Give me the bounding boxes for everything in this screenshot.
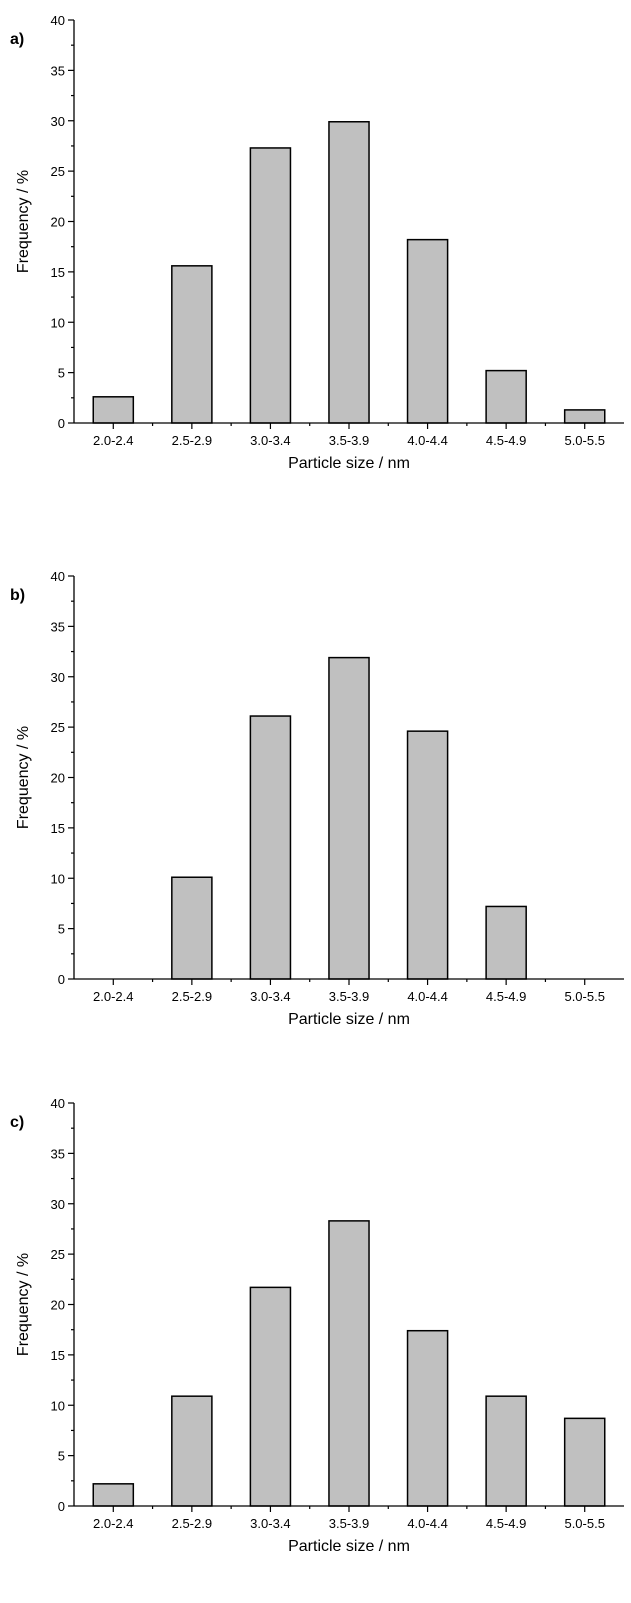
x-tick-label: 4.0-4.4 <box>407 989 447 1004</box>
y-tick-label: 40 <box>51 13 65 28</box>
bar-4.5-4.9 <box>485 905 527 980</box>
x-tick-label: 5.0-5.5 <box>564 1516 604 1531</box>
x-tick-label: 2.0-2.4 <box>93 1516 133 1531</box>
x-tick-label: 5.0-5.5 <box>564 433 604 448</box>
bar-3.0-3.4 <box>249 715 292 980</box>
bar-3.5-3.9 <box>328 121 370 424</box>
bar-2.5-2.9 <box>171 876 213 980</box>
y-tick-label: 20 <box>51 1298 65 1313</box>
x-axis-title: Particle size / nm <box>288 1011 410 1028</box>
chart-c-svg: c) 0 5 10 15 20 25 30 35 40 2.0-2.4 2.5-2.9 3.0-3.4 3… <box>10 1096 624 1555</box>
y-tick-label: 0 <box>58 416 65 431</box>
bar-3.0-3.4 <box>249 147 292 424</box>
x-tick-label: 4.5-4.9 <box>486 433 526 448</box>
bar-3.0-3.4 <box>249 1286 292 1507</box>
bar-4.5-4.9 <box>485 1395 527 1507</box>
bar-4.0-4.4 <box>406 238 449 424</box>
y-tick-label: 35 <box>51 63 65 78</box>
bar-4.0-4.4 <box>406 730 449 980</box>
bar-2.5-2.9 <box>171 1395 213 1507</box>
chart-a-svg: a) 0 5 10 15 20 25 30 35 40 2.0-2.4 2.5-2.9 3.0-3.4 3… <box>10 13 624 472</box>
y-tick-label: 30 <box>51 670 65 685</box>
x-tick-label: 3.0-3.4 <box>250 433 290 448</box>
x-tick-label: 2.0-2.4 <box>93 989 133 1004</box>
panel-label: a) <box>10 31 24 48</box>
bar-5.0-5.5 <box>563 409 606 424</box>
bar-3.5-3.9 <box>328 656 370 980</box>
y-tick-label: 40 <box>51 569 65 584</box>
y-tick-label: 30 <box>51 1197 65 1212</box>
x-tick-label: 2.0-2.4 <box>93 433 133 448</box>
y-tick-label: 0 <box>58 972 65 987</box>
x-tick-label: 4.5-4.9 <box>486 989 526 1004</box>
x-axis-title: Particle size / nm <box>288 455 410 472</box>
x-tick-label: 4.0-4.4 <box>407 433 447 448</box>
x-tick-label: 3.5-3.9 <box>329 1516 369 1531</box>
x-tick-label: 4.5-4.9 <box>486 1516 526 1531</box>
chart-panel-b: b) 0 5 10 15 20 25 30 35 40 2.0-2.4 2.5-2.9 3.0-3.4 3… <box>0 556 631 1076</box>
y-tick-label: 15 <box>51 821 65 836</box>
x-tick-label: 2.5-2.9 <box>172 1516 212 1531</box>
chart-b-svg: b) 0 5 10 15 20 25 30 35 40 2.0-2.4 2.5-2.9 3.0-3.4 3… <box>10 569 624 1028</box>
y-tick-label: 10 <box>51 871 65 886</box>
y-tick-label: 20 <box>51 771 65 786</box>
y-tick-label: 5 <box>58 1449 65 1464</box>
y-axis-title: Frequency / % <box>15 726 32 829</box>
x-tick-label: 2.5-2.9 <box>172 433 212 448</box>
panel-label: c) <box>10 1114 24 1131</box>
x-tick-label: 3.5-3.9 <box>329 989 369 1004</box>
y-tick-label: 15 <box>51 1348 65 1363</box>
y-tick-label: 35 <box>51 1146 65 1161</box>
y-axis-title: Frequency / % <box>15 170 32 273</box>
x-tick-label: 3.5-3.9 <box>329 433 369 448</box>
y-tick-label: 40 <box>51 1096 65 1111</box>
y-tick-label: 25 <box>51 1247 65 1262</box>
y-tick-label: 15 <box>51 265 65 280</box>
bar-5.0-5.5 <box>563 1417 606 1507</box>
y-tick-label: 10 <box>51 315 65 330</box>
y-tick-label: 35 <box>51 619 65 634</box>
y-tick-label: 5 <box>58 366 65 381</box>
chart-panel-c: c) 0 5 10 15 20 25 30 35 40 2.0-2.4 2.5-2.9 3.0-3.4 3… <box>0 1083 631 1603</box>
x-tick-label: 3.0-3.4 <box>250 989 290 1004</box>
y-tick-label: 30 <box>51 114 65 129</box>
chart-panel-a: a) 0 5 10 15 20 25 30 35 40 2.0-2.4 2.5-2.9 3.0-3.4 3… <box>0 0 631 520</box>
bar-2.0-2.4 <box>92 396 135 424</box>
y-tick-label: 10 <box>51 1398 65 1413</box>
y-tick-label: 20 <box>51 215 65 230</box>
x-axis-title: Particle size / nm <box>288 1538 410 1555</box>
bar-4.5-4.9 <box>485 369 527 424</box>
y-axis-title: Frequency / % <box>15 1253 32 1356</box>
x-tick-label: 3.0-3.4 <box>250 1516 290 1531</box>
bar-2.5-2.9 <box>171 265 213 424</box>
y-tick-label: 25 <box>51 720 65 735</box>
bar-3.5-3.9 <box>328 1220 370 1507</box>
x-tick-label: 2.5-2.9 <box>172 989 212 1004</box>
panel-label: b) <box>10 587 25 604</box>
y-tick-label: 25 <box>51 164 65 179</box>
y-tick-label: 0 <box>58 1499 65 1514</box>
bar-4.0-4.4 <box>406 1329 449 1507</box>
x-tick-label: 4.0-4.4 <box>407 1516 447 1531</box>
x-tick-label: 5.0-5.5 <box>564 989 604 1004</box>
y-tick-label: 5 <box>58 922 65 937</box>
bar-2.0-2.4 <box>92 1483 135 1507</box>
